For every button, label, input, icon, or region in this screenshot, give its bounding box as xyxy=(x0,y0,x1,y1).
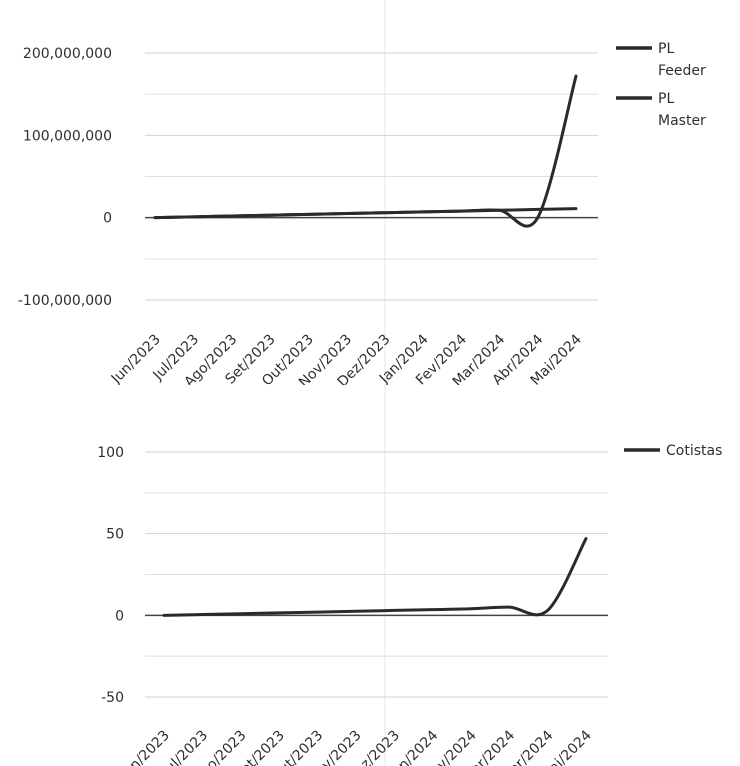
legend-item-pl-feeder: PL Feeder xyxy=(616,41,706,79)
pl-grid xyxy=(145,52,598,301)
y-tick-label: -100,000,000 xyxy=(18,293,112,309)
legend-label: PL xyxy=(658,91,674,107)
legend-label: Feeder xyxy=(658,63,706,79)
legend-label: Master xyxy=(658,113,706,129)
cotistas-grid xyxy=(145,451,608,698)
y-tick-label: 50 xyxy=(106,527,124,543)
pl-x-tick-labels: Jun/2023Jul/2023Ago/2023Set/2023Out/2023… xyxy=(108,331,585,385)
legend-item-cotistas: Cotistas xyxy=(624,443,722,459)
cotistas-x-tick-labels: Jun/2023Jul/2023Ago/2023Set/2023Out/2023… xyxy=(117,727,595,766)
y-tick-label: -50 xyxy=(101,690,124,706)
series-line-pl-master xyxy=(153,74,578,228)
y-tick-label: 200,000,000 xyxy=(23,46,112,62)
legend-label: PL xyxy=(658,41,674,57)
y-tick-label: 100,000,000 xyxy=(23,128,112,144)
series-line-cotistas xyxy=(162,537,588,617)
legend-label: Cotistas xyxy=(666,443,722,459)
chart-cotistas: 100 50 0 -50 Jun/2023 Jul/2023 Ago/2023 Set/202… xyxy=(0,385,740,766)
y-tick-label: 0 xyxy=(115,608,124,624)
chart-cotistas-svg: 100 50 0 -50 Jun/2023Jul/2023Ago/2023Set/202… xyxy=(97,385,722,766)
legend-item-pl-master: PL Master xyxy=(616,91,706,129)
y-tick-label: 100 xyxy=(97,445,124,461)
pl-y-tick-labels: 200,000,000 100,000,000 0 -100,000,000 xyxy=(18,46,112,309)
chart-pl-svg: 200,000,000 100,000,000 0 -100,000,000 Jun/2… xyxy=(18,0,706,385)
y-tick-label: 0 xyxy=(103,211,112,227)
cotistas-y-tick-labels: 100 50 0 -50 xyxy=(97,445,124,706)
x-tick-label: Jun/2023 xyxy=(117,728,173,766)
chart-pl: 200,000,000 100,000,000 0 -100,000,000 Jun/2… xyxy=(18,0,706,385)
